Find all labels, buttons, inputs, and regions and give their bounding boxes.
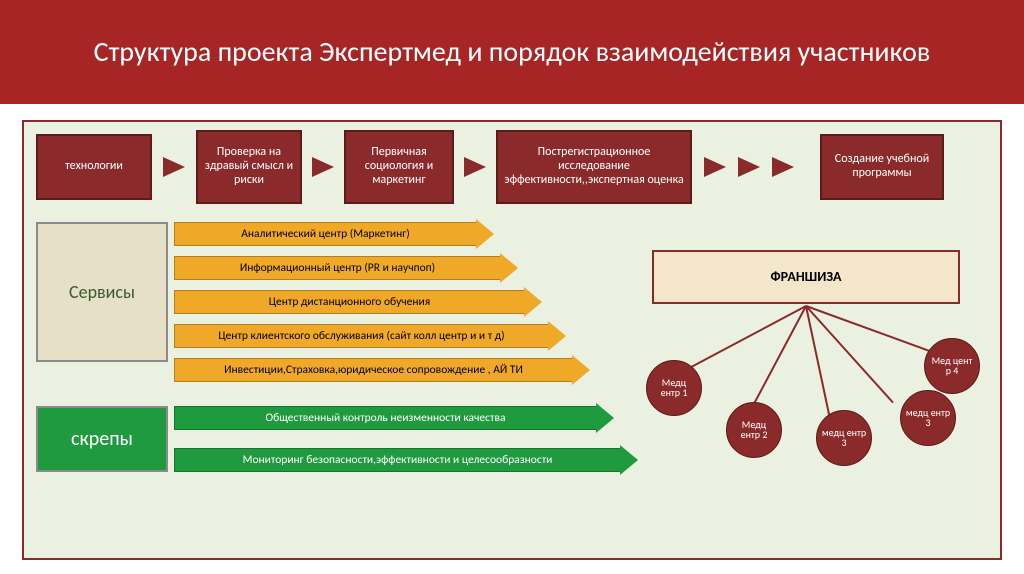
box-label: Первичная социология и маркетинг bbox=[350, 146, 448, 187]
page-title: Структура проекта Экспертмед и порядок в… bbox=[0, 0, 1024, 104]
arrow-quality-control: Общественный контроль неизменности качес… bbox=[174, 406, 614, 430]
box-label: Проверка на здравый смысл и риски bbox=[202, 146, 296, 187]
arrow-distance-learning: Центр дистанционного обучения bbox=[174, 290, 542, 314]
services-label: Сервисы bbox=[69, 282, 135, 303]
arrow-label: Мониторинг безопасности,эффективности и … bbox=[243, 453, 553, 467]
arrow-monitoring: Мониторинг безопасности,эффективности и … bbox=[174, 448, 638, 472]
box-technologies: технологии bbox=[36, 134, 152, 200]
circle-medcenter-4a: медц ентр 3 bbox=[900, 390, 956, 446]
arrow-label: Аналитический центр (Маркетинг) bbox=[241, 227, 410, 241]
box-franchise: ФРАНШИЗА bbox=[652, 250, 960, 304]
box-services: Сервисы bbox=[36, 222, 168, 362]
box-label: Создание учебной программы bbox=[826, 153, 938, 181]
arrow-label: Инвестиции,Страховка,юридическое сопрово… bbox=[224, 363, 523, 377]
arrow-right-icon bbox=[163, 157, 185, 177]
box-curriculum: Создание учебной программы bbox=[820, 134, 944, 200]
arrow-label: Центр дистанционного обучения bbox=[269, 295, 430, 309]
title-text: Структура проекта Экспертмед и порядок в… bbox=[94, 35, 931, 69]
box-skrepy: скрепы bbox=[36, 406, 168, 472]
arrow-label: Информационный центр (PR и научпоп) bbox=[240, 261, 435, 275]
circle-label: Медц ентр 2 bbox=[731, 420, 777, 441]
arrow-client-service: Центр клиентского обслуживания (сайт кол… bbox=[174, 324, 566, 348]
circle-label: Мед цент р 4 bbox=[929, 356, 975, 377]
box-label: Пострегистрационное исследование эффекти… bbox=[502, 146, 686, 187]
diagram-canvas: технологии Проверка на здравый смысл и р… bbox=[22, 120, 1002, 560]
arrow-investments: Инвестиции,Страховка,юридическое сопрово… bbox=[174, 358, 590, 382]
arrow-right-icon bbox=[704, 157, 726, 177]
box-research: Пострегистрационное исследование эффекти… bbox=[496, 130, 692, 204]
box-label: технологии bbox=[65, 160, 123, 174]
circle-label: медц ентр 3 bbox=[821, 428, 867, 449]
box-risk-check: Проверка на здравый смысл и риски bbox=[196, 130, 302, 204]
circle-label: медц ентр 3 bbox=[905, 408, 951, 429]
circle-medcenter-3: медц ентр 3 bbox=[816, 410, 872, 466]
circle-label: Медц ентр 1 bbox=[651, 378, 697, 399]
arrow-label: Центр клиентского обслуживания (сайт кол… bbox=[218, 329, 504, 343]
connector-line bbox=[805, 306, 831, 419]
arrow-info-center: Информационный центр (PR и научпоп) bbox=[174, 256, 518, 280]
arrow-right-icon bbox=[772, 157, 794, 177]
circle-medcenter-2: Медц ентр 2 bbox=[726, 402, 782, 458]
circle-medcenter-4: Мед цент р 4 bbox=[924, 338, 980, 394]
franchise-label: ФРАНШИЗА bbox=[771, 269, 842, 285]
arrow-analytics: Аналитический центр (Маркетинг) bbox=[174, 222, 494, 246]
arrow-right-icon bbox=[312, 157, 334, 177]
skrepy-label: скрепы bbox=[71, 428, 133, 451]
box-sociology: Первичная социология и маркетинг bbox=[344, 130, 454, 204]
arrow-right-icon bbox=[738, 157, 760, 177]
circle-medcenter-1: Медц ентр 1 bbox=[646, 360, 702, 416]
arrow-right-icon bbox=[464, 157, 486, 177]
arrow-label: Общественный контроль неизменности качес… bbox=[266, 411, 506, 425]
